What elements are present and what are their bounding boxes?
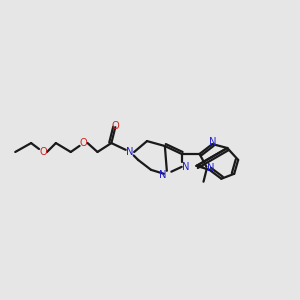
Text: O: O xyxy=(80,138,88,148)
Text: N: N xyxy=(159,170,166,180)
Text: N: N xyxy=(207,163,214,173)
Text: N: N xyxy=(126,147,134,157)
Text: O: O xyxy=(111,121,119,131)
Text: N: N xyxy=(182,162,189,172)
Text: N: N xyxy=(209,137,216,147)
Text: O: O xyxy=(39,147,47,157)
